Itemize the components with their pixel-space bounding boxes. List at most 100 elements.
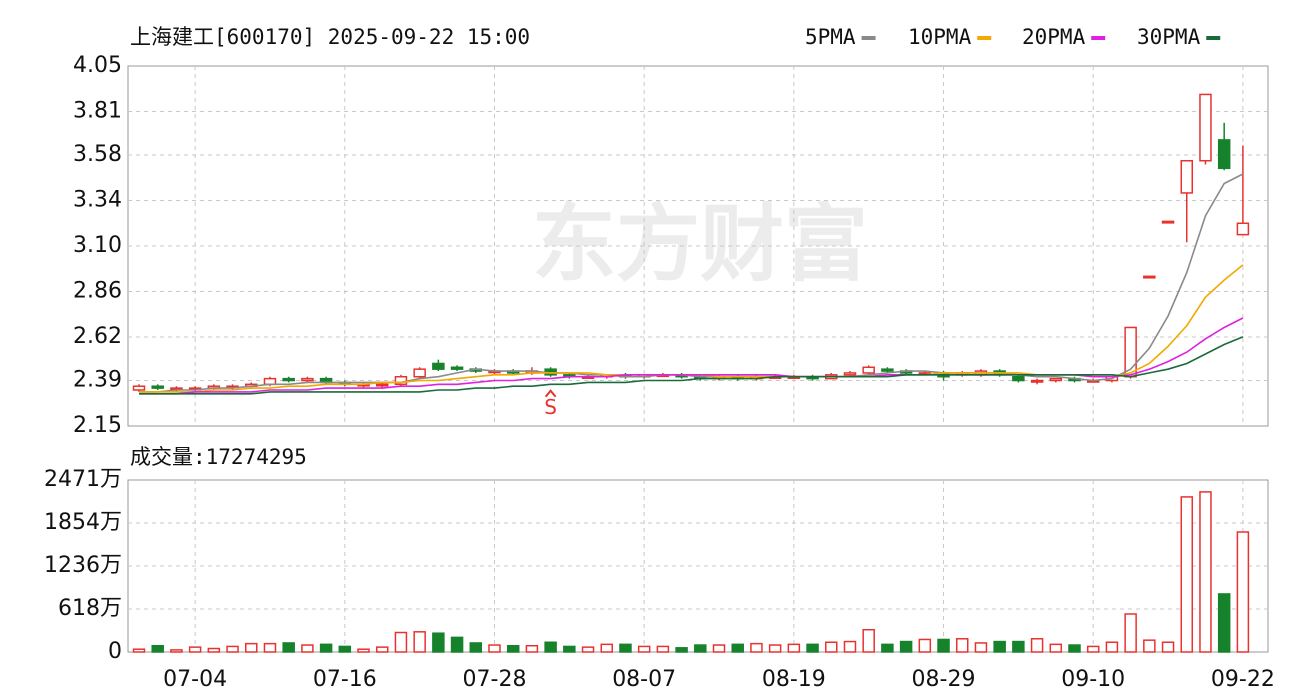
volume-bar [675,647,688,653]
legend-label: 20PMA [1022,25,1086,49]
y-tick-label: 2471万 [44,467,122,492]
volume-bar [207,647,221,653]
y-tick-label: 3.34 [73,188,122,213]
y-tick-label: 2.62 [73,324,122,349]
volume-bar [450,636,464,653]
volume-bar [151,644,164,653]
candle-body [450,366,464,370]
candle-body [862,366,875,374]
volume-bar [825,641,838,653]
candle-body [375,383,389,387]
volume-bar [1143,639,1156,653]
volume-bar [1012,640,1025,653]
watermark: 东方财富 [532,195,868,293]
volume-bar [319,643,333,653]
y-tick-label: 618万 [58,596,122,621]
volume-bar [563,645,576,653]
volume-bar [937,638,950,653]
candle-body [1012,375,1025,382]
volume-bar [188,646,202,653]
volume-bar [619,643,632,653]
candle-body [1030,379,1044,383]
volume-bar [1124,613,1137,653]
y-tick-label: 0 [108,639,122,664]
volume-bar [637,645,651,653]
volume-bar [1180,496,1194,653]
candle-body [1199,93,1212,162]
y-tick-label: 2.15 [73,413,122,438]
volume-bar [694,644,707,653]
volume-bar [1086,645,1100,653]
volume-bar [375,646,389,653]
x-tick-label: 08-29 [912,667,976,692]
candle-body [151,385,164,389]
x-tick-label: 09-22 [1211,667,1275,692]
legend-label: 5PMA [805,25,856,49]
volume-bar [338,645,352,653]
candle-body [432,362,445,370]
volume-bar [1049,643,1063,653]
x-tick-label: 08-07 [612,667,676,692]
candle-body [1217,139,1231,170]
candle-body [843,372,857,376]
candle-body [1143,275,1156,279]
volume-bar [226,645,239,653]
volume-bar [432,632,445,653]
candle-body [1236,222,1250,236]
volume-title: 成交量:17274295 [130,445,307,469]
volume-bar [1217,593,1231,653]
volume-bar [357,648,370,653]
volume-bar [600,643,613,653]
ma-line [139,173,1244,393]
volume-bar [750,642,763,653]
volume-bar [787,643,801,653]
legend-label: 10PMA [908,25,972,49]
legend-label: 30PMA [1137,25,1201,49]
volume-bar [413,631,426,653]
x-tick-label: 07-28 [463,667,527,692]
volume-bar [1236,531,1250,653]
volume-bar [544,641,557,653]
volume-bar [918,638,932,653]
volume-bar [768,644,782,653]
volume-bar [525,644,539,653]
chart-title: 上海建工[600170] 2025-09-22 15:00 [130,25,530,49]
candle-body [881,368,894,372]
volume-bar [282,642,295,653]
volume-bar [263,642,277,653]
x-tick-label: 09-10 [1061,667,1125,692]
volume-bar [862,628,875,653]
candle-body [132,385,146,391]
ma-line [139,336,1244,395]
candle-body [282,377,295,382]
volume-bar [488,644,501,653]
y-tick-label: 3.10 [73,233,122,258]
volume-bar [581,646,595,653]
volume-bar [899,640,913,653]
volume-bar [955,638,969,653]
volume-bar [132,648,146,653]
candle-body [1180,159,1194,194]
y-tick-label: 1236万 [44,553,122,578]
x-tick-label: 07-16 [313,667,377,692]
x-tick-label: 08-19 [762,667,826,692]
volume-bar [1068,644,1081,653]
volume-bar [469,642,483,653]
volume-bar [506,644,520,653]
candle-body [1161,220,1175,224]
volume-bar [974,642,988,653]
candle-body [413,368,426,378]
volume-bar [394,631,408,653]
volume-bar [656,645,670,653]
signal-arrow [544,389,557,398]
x-tick-label: 07-04 [163,667,227,692]
volume-bar [301,644,314,653]
candle-body [301,377,314,382]
y-tick-label: 2.39 [73,368,122,393]
candle-body [263,377,277,386]
y-tick-label: 3.81 [73,98,122,123]
volume-bar [806,643,819,653]
volume-bar [1161,641,1175,653]
